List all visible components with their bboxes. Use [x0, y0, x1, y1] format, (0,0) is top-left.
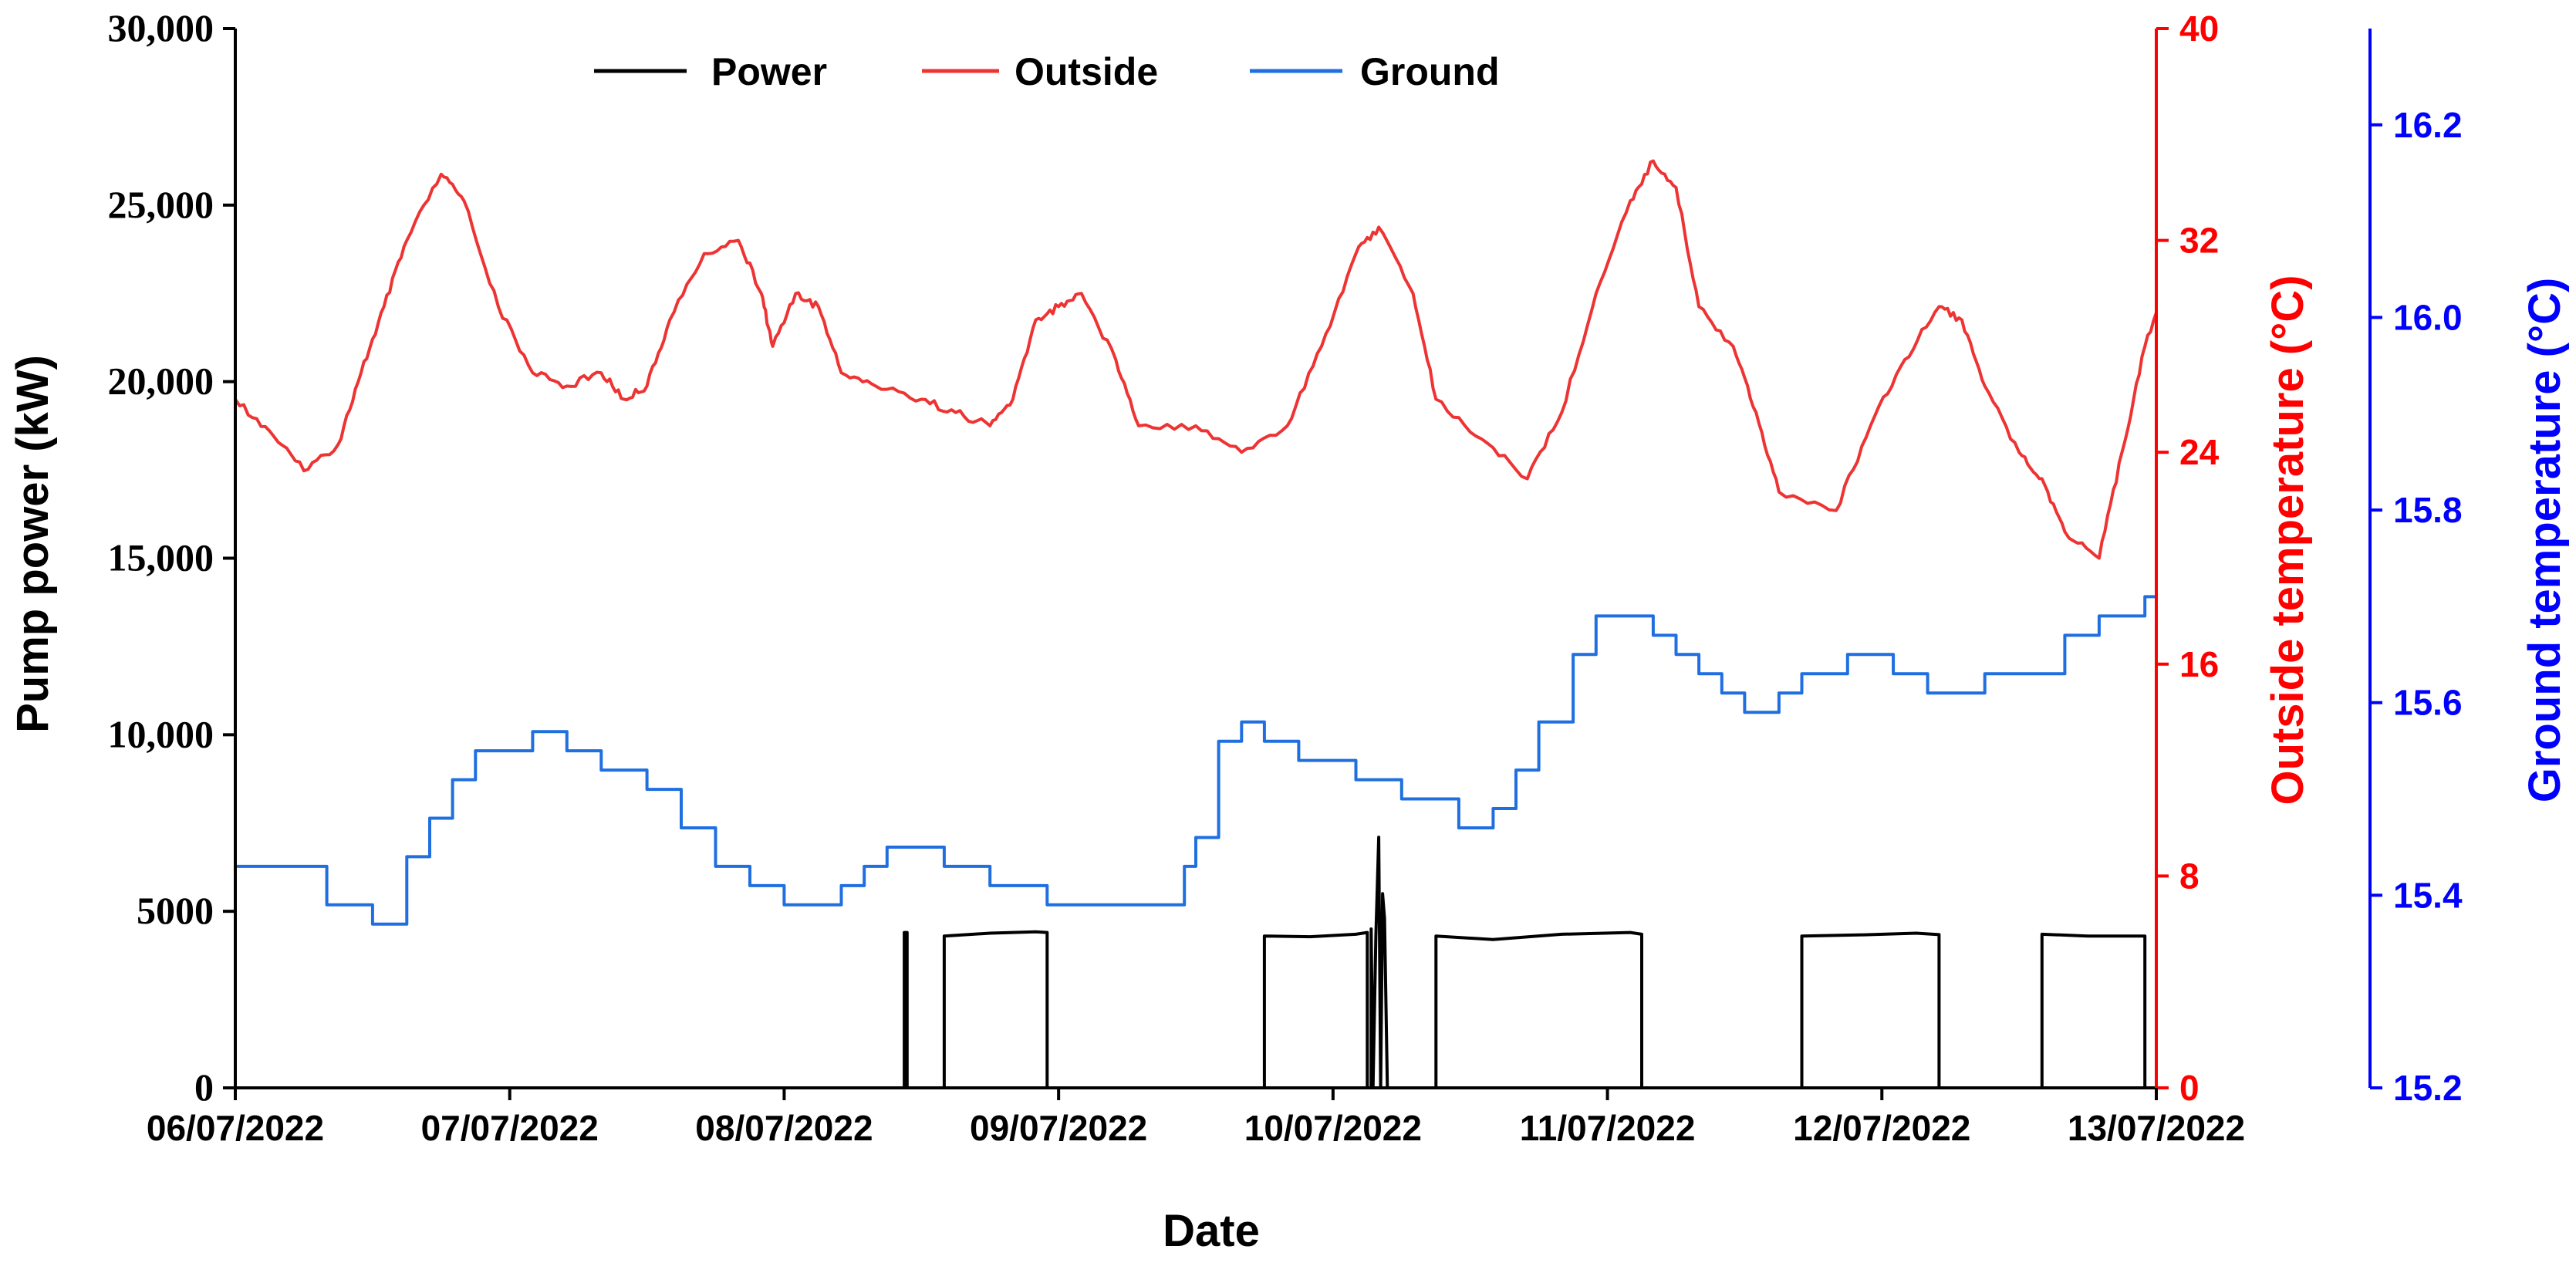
y-left-tick-label: 25,000 [108, 183, 214, 226]
series-ground-line [235, 595, 2156, 926]
legend-ground-label: Ground [1360, 50, 1500, 93]
y-right2-tick-label: 15.2 [2393, 1068, 2463, 1108]
x-tick-label: 08/07/2022 [695, 1108, 873, 1148]
y-right1-axis-title: Outside temperature (°C) [2263, 275, 2313, 805]
x-tick-label: 12/07/2022 [1793, 1108, 1970, 1148]
series-power-line [235, 836, 2156, 1089]
y-left-tick-label: 30,000 [108, 6, 214, 49]
y-right1-tick-label: 0 [2179, 1068, 2200, 1108]
x-tick-label: 09/07/2022 [970, 1108, 1147, 1148]
y-left-tick-label: 5000 [137, 889, 214, 932]
y-left-tick-label: 20,000 [108, 360, 214, 403]
y-left-tick-label: 10,000 [108, 712, 214, 755]
y-left-tick-label: 0 [194, 1065, 214, 1109]
legend-power-label: Power [711, 50, 827, 93]
x-tick-label: 06/07/2022 [147, 1108, 324, 1148]
y-right1-tick-label: 32 [2179, 221, 2219, 261]
y-right2-tick-label: 16.0 [2393, 297, 2463, 337]
y-left-tick-label: 15,000 [108, 536, 214, 579]
x-tick-label: 13/07/2022 [2068, 1108, 2245, 1148]
x-axis-title: Date [1163, 1206, 1260, 1256]
x-tick-label: 10/07/2022 [1244, 1108, 1422, 1148]
legend: Power Outside Ground [594, 50, 1500, 93]
y-right2-tick-label: 15.6 [2393, 683, 2463, 723]
axes-group: 0 5000 10,000 15,000 20,000 25,000 30,000 0 8 16 2… [108, 6, 2463, 1148]
x-tick-label: 11/07/2022 [1520, 1108, 1696, 1148]
y-right2-axis-title: Ground temperature (°C) [2520, 278, 2570, 803]
x-tick-label: 07/07/2022 [421, 1108, 599, 1148]
y-left-axis-title: Pump power (kW) [8, 355, 58, 733]
y-right1-tick-label: 24 [2179, 432, 2220, 472]
y-right1-tick-label: 16 [2179, 644, 2219, 684]
legend-outside-label: Outside [1015, 50, 1158, 93]
y-right2-tick-label: 16.2 [2393, 105, 2463, 145]
y-right2-tick-label: 15.8 [2393, 490, 2463, 530]
series-group [235, 159, 2156, 1089]
y-right1-tick-label: 40 [2179, 8, 2219, 49]
series-outside-line [235, 159, 2156, 560]
y-right2-tick-label: 15.4 [2393, 875, 2463, 915]
y-right1-tick-label: 8 [2179, 856, 2200, 896]
